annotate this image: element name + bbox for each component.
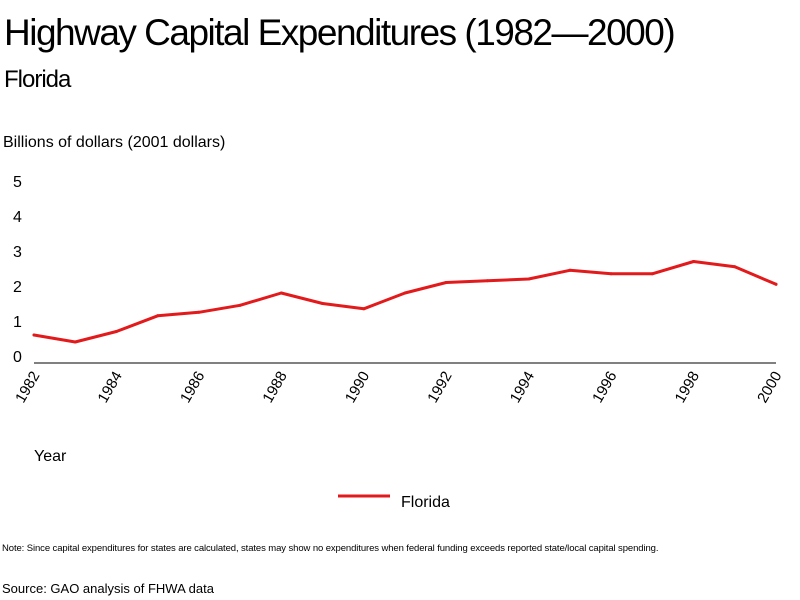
x-tick-label: 1994 <box>507 369 538 406</box>
data-point <box>321 302 325 305</box>
x-tick-label: 1982 <box>12 369 43 406</box>
x-axis: 1982 1984 1986 1988 1990 1992 1994 1996 1998 2000 <box>12 369 785 406</box>
data-point <box>362 307 366 311</box>
data-point <box>733 265 737 269</box>
chart-note: Note: Since capital expenditures for sta… <box>2 543 659 554</box>
y-tick-label: 0 <box>13 349 22 366</box>
x-tick-label: 1984 <box>94 369 125 406</box>
y-tick-label: 4 <box>13 209 22 226</box>
legend-label: Florida <box>401 494 450 511</box>
y-tick-label: 1 <box>13 314 22 331</box>
data-point <box>568 268 572 272</box>
y-tick-label: 2 <box>13 279 22 296</box>
data-point <box>403 291 407 295</box>
data-point <box>650 272 654 276</box>
data-point <box>485 279 489 283</box>
legend: Florida <box>338 494 450 511</box>
data-point <box>279 291 283 295</box>
series-line <box>32 260 778 344</box>
data-point <box>238 303 242 307</box>
data-point <box>32 333 36 337</box>
chart-subtitle: Florida <box>4 66 71 93</box>
x-axis-label: Year <box>34 448 67 465</box>
x-tick-label: 1988 <box>259 369 290 406</box>
x-tick-label: 1992 <box>424 369 455 406</box>
x-tick-label: 1996 <box>589 369 620 406</box>
x-tick-label: 1990 <box>342 369 373 406</box>
y-tick-label: 3 <box>13 244 22 261</box>
data-point <box>197 310 201 314</box>
y-axis: 0 1 2 3 4 5 <box>13 174 22 366</box>
y-tick-label: 5 <box>13 174 22 191</box>
data-point <box>114 330 118 333</box>
x-tick-label: 2000 <box>754 369 785 406</box>
data-point <box>444 281 448 284</box>
x-tick-label: 1998 <box>672 369 703 406</box>
data-point <box>73 340 77 344</box>
y-axis-label: Billions of dollars (2001 dollars) <box>3 134 226 151</box>
data-point <box>609 272 613 276</box>
data-point <box>527 277 531 281</box>
data-point <box>692 260 696 263</box>
chart-title: Highway Capital Expenditures (1982—2000) <box>4 12 676 53</box>
data-point <box>156 314 160 318</box>
chart-source: Source: GAO analysis of FHWA data <box>2 581 214 596</box>
x-tick-label: 1986 <box>177 369 208 406</box>
series-layer <box>32 260 778 344</box>
data-point <box>774 282 778 286</box>
